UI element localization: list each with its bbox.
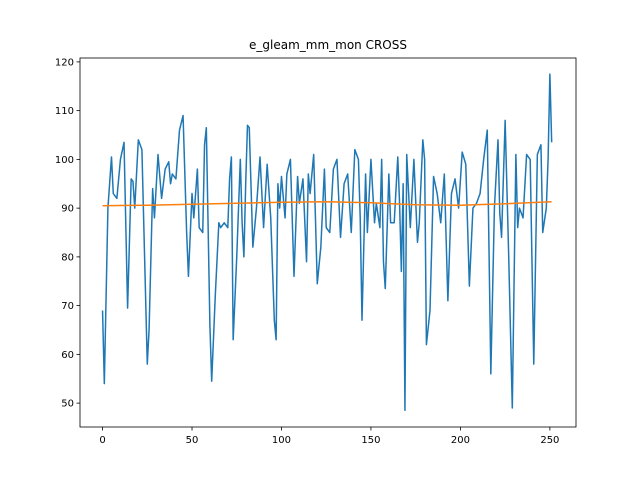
chart-title: e_gleam_mm_mon CROSS <box>249 38 407 52</box>
line-series <box>102 201 552 207</box>
y-tick-label: 100 <box>55 155 74 166</box>
y-tick-label: 90 <box>61 204 74 215</box>
y-tick-label: 120 <box>55 57 74 68</box>
line-series <box>101 73 553 412</box>
x-tick-label: 250 <box>540 435 559 446</box>
x-tick-label: 200 <box>451 435 470 446</box>
y-tick-label: 50 <box>61 399 74 410</box>
y-tick-label: 80 <box>61 252 74 263</box>
plot-frame <box>79 57 577 428</box>
x-tick-label: 0 <box>99 435 105 446</box>
x-tick-label: 150 <box>361 435 380 446</box>
y-tick-label: 70 <box>61 301 74 312</box>
y-tick-label: 60 <box>61 350 74 361</box>
x-tick-label: 100 <box>272 435 291 446</box>
y-tick-label: 110 <box>55 106 74 117</box>
x-tick-label: 50 <box>186 435 199 446</box>
